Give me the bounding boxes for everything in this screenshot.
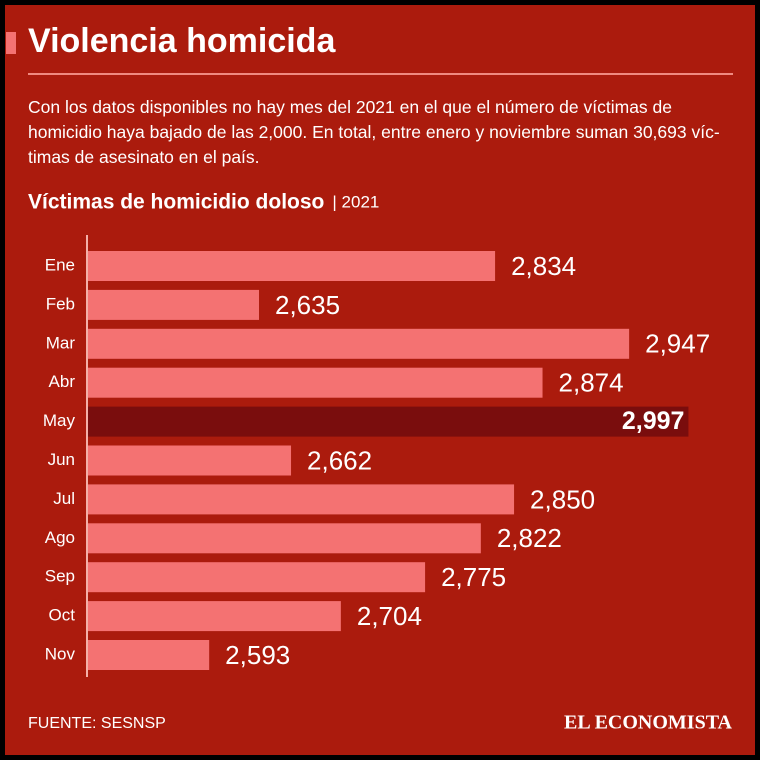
title: Violencia homicida — [28, 22, 336, 60]
y-tick-label: Abr — [49, 372, 76, 391]
value-label: 2,704 — [357, 601, 422, 631]
chart-subtitle: | 2021 — [332, 192, 379, 211]
value-label: 2,874 — [559, 368, 624, 398]
brand: EL ECONOMISTA — [564, 712, 733, 734]
chart: Violencia homicida Víctimas de homicidio… — [6, 22, 733, 734]
bar — [88, 484, 515, 515]
y-tick-label: Jul — [53, 489, 75, 508]
value-label: 2,822 — [497, 523, 562, 553]
y-tick-label: Ene — [45, 255, 75, 274]
y-tick-label: Ago — [45, 528, 75, 547]
value-label: 2,635 — [275, 290, 340, 320]
chart-title: Víctimas de homicidio doloso — [28, 191, 324, 214]
value-label: 2,775 — [441, 562, 506, 592]
value-label: 2,834 — [511, 251, 576, 281]
bar — [88, 289, 260, 320]
value-label: 2,947 — [645, 329, 710, 359]
y-tick-label: May — [43, 411, 76, 430]
bar — [88, 445, 292, 476]
bar — [88, 601, 341, 632]
bar — [88, 251, 496, 281]
bar — [88, 523, 481, 554]
value-label: 2,850 — [530, 484, 595, 514]
source: FUENTE: SESNSP — [28, 715, 166, 732]
title-marker — [6, 32, 16, 54]
y-tick-label: Sep — [45, 567, 75, 586]
y-tick-label: Jun — [48, 450, 75, 469]
bar — [88, 562, 426, 593]
value-label: 2,662 — [307, 445, 372, 475]
y-tick-label: Mar — [46, 333, 76, 352]
bar — [88, 406, 689, 437]
value-label: 2,593 — [225, 640, 290, 670]
y-tick-label: Oct — [49, 606, 76, 625]
value-label: 2,997 — [622, 407, 685, 435]
bar — [88, 328, 630, 359]
bar — [88, 640, 210, 670]
description: Con los datos disponibles no hay mes del… — [28, 97, 720, 167]
y-tick-label: Feb — [46, 294, 75, 313]
bar — [88, 367, 543, 398]
y-tick-label: Nov — [45, 644, 76, 663]
